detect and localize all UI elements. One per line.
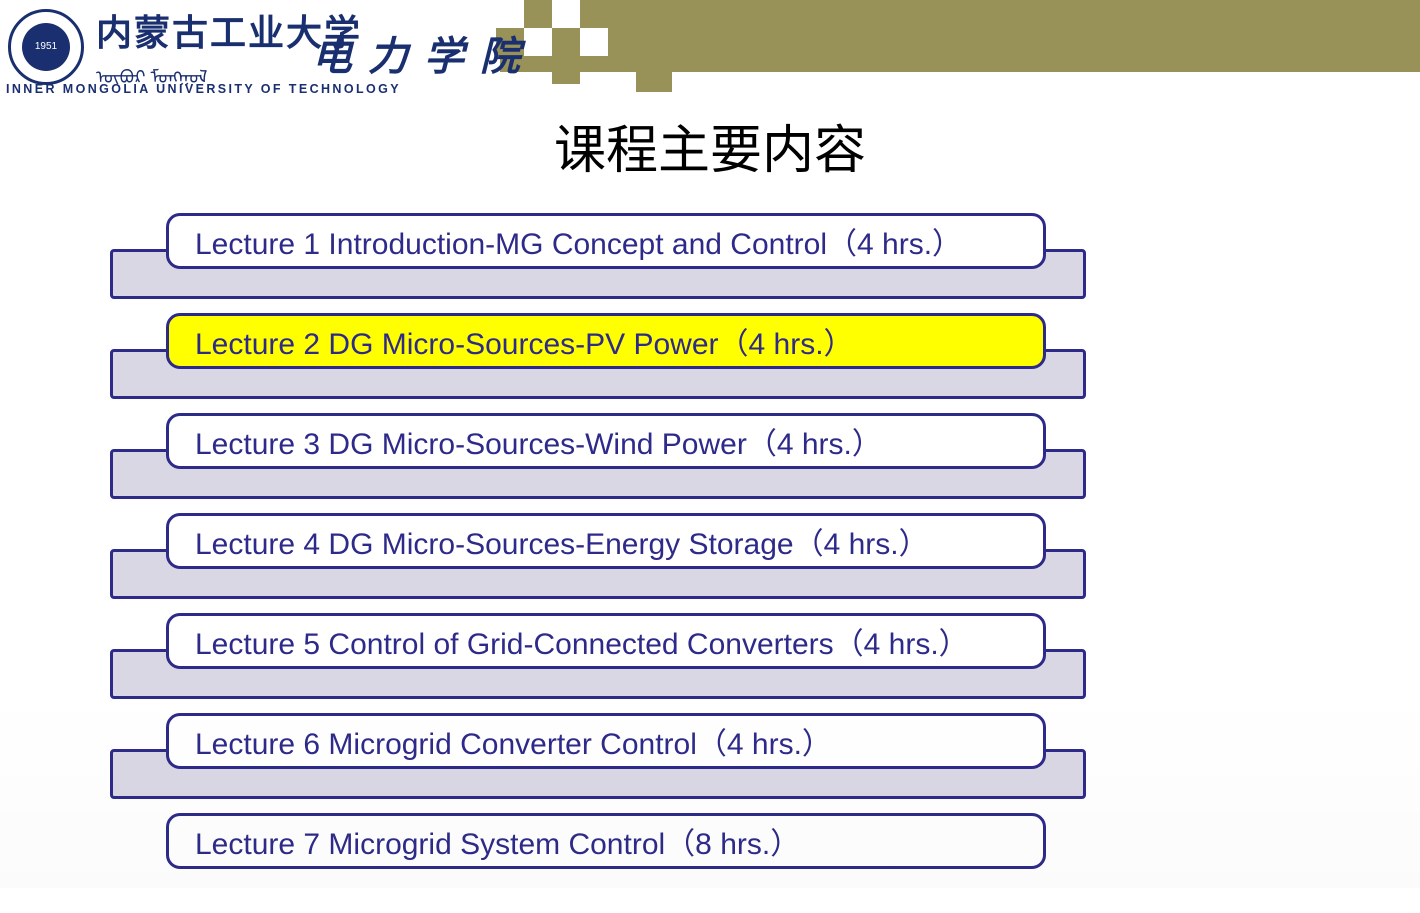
- lecture-front-box: Lecture 4 DG Micro-Sources-Energy Storag…: [166, 513, 1046, 569]
- university-name-en: INNER MONGOLIA UNIVERSITY OF TECHNOLOGY: [6, 82, 401, 96]
- lecture-label: Lecture 2 DG Micro-Sources-PV Power（4 hr…: [195, 319, 854, 363]
- lecture-label: Lecture 4 DG Micro-Sources-Energy Storag…: [195, 519, 929, 563]
- department-name: 电力学院: [312, 24, 536, 82]
- lecture-label: Lecture 6 Microgrid Converter Control（4 …: [195, 719, 832, 763]
- lecture-row: Lecture 2 DG Micro-Sources-PV Power（4 hr…: [110, 313, 1360, 413]
- lecture-row: Lecture 1 Introduction-MG Concept and Co…: [110, 213, 1360, 313]
- lecture-row: Lecture 3 DG Micro-Sources-Wind Power（4 …: [110, 413, 1360, 513]
- seal-year: 1951: [22, 23, 70, 71]
- lecture-front-box: Lecture 1 Introduction-MG Concept and Co…: [166, 213, 1046, 269]
- lecture-row: Lecture 7 Microgrid System Control（8 hrs…: [110, 813, 1360, 913]
- lecture-front-box: Lecture 5 Control of Grid-Connected Conv…: [166, 613, 1046, 669]
- university-logo-block: 1951 内蒙古工业大学 ᠥᠪᠥᠷ ᠮᠣᠩᠭᠣᠯ: [8, 4, 362, 89]
- lecture-front-box: Lecture 6 Microgrid Converter Control（4 …: [166, 713, 1046, 769]
- header-decorative-squares: [496, 0, 776, 96]
- lecture-label: Lecture 1 Introduction-MG Concept and Co…: [195, 219, 962, 263]
- university-seal-icon: 1951: [8, 9, 84, 85]
- lecture-label: Lecture 7 Microgrid System Control（8 hrs…: [195, 819, 800, 863]
- lecture-row: Lecture 5 Control of Grid-Connected Conv…: [110, 613, 1360, 713]
- page-title: 课程主要内容: [0, 108, 1420, 183]
- slide-header: 1951 内蒙古工业大学 ᠥᠪᠥᠷ ᠮᠣᠩᠭᠣᠯ INNER MONGOLIA …: [0, 0, 1420, 96]
- lecture-label: Lecture 5 Control of Grid-Connected Conv…: [195, 619, 969, 663]
- lecture-row: Lecture 4 DG Micro-Sources-Energy Storag…: [110, 513, 1360, 613]
- lecture-list: Lecture 1 Introduction-MG Concept and Co…: [0, 213, 1420, 913]
- lecture-front-box: Lecture 7 Microgrid System Control（8 hrs…: [166, 813, 1046, 869]
- lecture-label: Lecture 3 DG Micro-Sources-Wind Power（4 …: [195, 419, 882, 463]
- lecture-front-box: Lecture 3 DG Micro-Sources-Wind Power（4 …: [166, 413, 1046, 469]
- lecture-front-box-highlighted: Lecture 2 DG Micro-Sources-PV Power（4 hr…: [166, 313, 1046, 369]
- lecture-row: Lecture 6 Microgrid Converter Control（4 …: [110, 713, 1360, 813]
